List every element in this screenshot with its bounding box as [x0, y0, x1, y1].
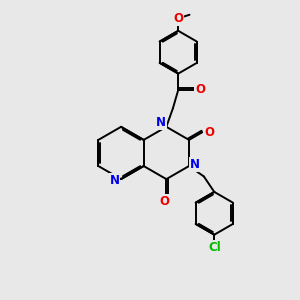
Text: N: N [110, 174, 119, 187]
Text: N: N [156, 116, 166, 129]
Text: N: N [190, 158, 200, 171]
Text: Cl: Cl [208, 241, 220, 254]
Text: O: O [160, 195, 170, 208]
Text: O: O [173, 12, 183, 25]
Text: O: O [195, 83, 205, 97]
Text: O: O [204, 126, 214, 139]
